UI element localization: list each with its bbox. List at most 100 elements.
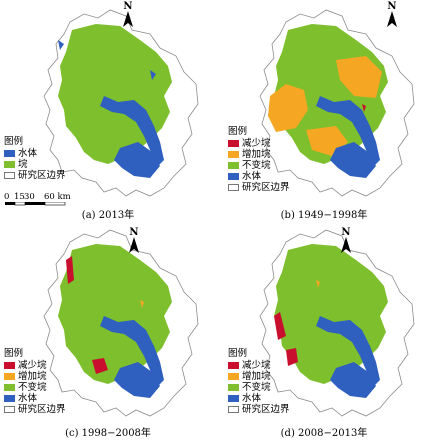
north-arrow-icon: [129, 237, 139, 253]
increase-area: [336, 56, 382, 98]
legend-label: 水体: [242, 171, 262, 182]
panel-d: N 图例 减少垸 增加垸 不变垸 水体 研究区边界 (d) 2008−2013年: [216, 220, 432, 440]
decrease-area: [66, 256, 74, 284]
legend-b: 图例 减少垸 增加垸 不变垸 水体 研究区边界: [228, 126, 290, 193]
water-swatch: [4, 395, 15, 402]
decrease-swatch: [4, 362, 15, 369]
legend-item-unchanged: 不变垸: [4, 382, 66, 393]
north-label: N: [123, 1, 133, 12]
panel-c: N 图例 减少垸 增加垸 不变垸 水体 研究区边界 (c) 1998−2008年: [0, 220, 216, 440]
panel-a: N 图例 水体 垸 研究区边界 0 15 30 60 km (a): [0, 0, 216, 221]
increase-swatch: [228, 373, 239, 380]
water-swatch: [228, 173, 239, 180]
legend-label: 增加垸: [242, 371, 271, 382]
scale-tick-label: 30: [24, 192, 35, 202]
legend-item-increase: 增加垸: [228, 149, 290, 160]
map-1998-2008: [43, 229, 199, 417]
map-2008-2013: [259, 229, 415, 417]
legend-label: 增加垸: [242, 149, 271, 160]
boundary-swatch: [228, 184, 239, 191]
legend-label: 不变垸: [242, 160, 271, 171]
caption-d: (d) 2008−2013年: [280, 428, 368, 439]
legend-label: 研究区边界: [242, 182, 290, 193]
decrease-swatch: [228, 140, 239, 147]
boundary-swatch: [228, 406, 239, 413]
north-label: N: [387, 1, 397, 12]
legend-label: 减少垸: [18, 360, 47, 371]
legend-item-water: 水体: [228, 171, 290, 182]
legend-d: 图例 减少垸 增加垸 不变垸 水体 研究区边界: [228, 348, 290, 415]
water-swatch: [4, 150, 15, 157]
legend-label: 水体: [18, 393, 38, 404]
north-label: N: [129, 227, 139, 238]
north-arrow: N: [120, 2, 136, 28]
legend-item-increase: 增加垸: [228, 371, 290, 382]
increase-swatch: [228, 151, 239, 158]
legend-item-water: 水体: [4, 148, 66, 159]
legend-label: 减少垸: [242, 138, 271, 149]
decrease-swatch: [228, 362, 239, 369]
legend-title: 图例: [4, 136, 24, 147]
legend-item-decrease: 减少垸: [4, 360, 66, 371]
scale-bar-graphic: [5, 202, 66, 206]
scale-tick-label: 60 km: [44, 192, 71, 202]
north-arrow: N: [338, 228, 354, 254]
pond-swatch: [4, 161, 15, 168]
map-2013: [43, 9, 199, 197]
water-swatch: [228, 395, 239, 402]
legend-c: 图例 减少垸 增加垸 不变垸 水体 研究区边界: [4, 348, 66, 415]
legend-item-boundary: 研究区边界: [4, 404, 66, 415]
boundary-swatch: [4, 172, 15, 179]
panel-b: N 图例 减少垸 增加垸 不变垸 水体 研究区边界 (b) 1949−1998年: [216, 0, 432, 221]
unchanged-swatch: [228, 384, 239, 391]
caption-c: (c) 1998−2008年: [65, 428, 151, 439]
decrease-area: [92, 358, 108, 374]
increase-swatch: [4, 373, 15, 380]
caption-b: (b) 1949−1998年: [280, 210, 368, 221]
unchanged-swatch: [4, 384, 15, 391]
legend-label: 减少垸: [242, 360, 271, 371]
legend-item-unchanged: 不变垸: [228, 160, 290, 171]
boundary-swatch: [4, 406, 15, 413]
legend-item-water: 水体: [4, 393, 66, 404]
legend-item-boundary: 研究区边界: [4, 170, 66, 181]
legend-title: 图例: [228, 126, 248, 137]
legend-item-increase: 增加垸: [4, 371, 66, 382]
scale-bar: 0 15 30 60 km: [4, 192, 104, 207]
north-arrow-icon: [123, 11, 133, 27]
legend-item-boundary: 研究区边界: [228, 182, 290, 193]
scale-tick-label: 15: [14, 192, 25, 202]
north-arrow: N: [384, 2, 400, 28]
legend-label: 垸: [18, 159, 28, 170]
legend-label: 研究区边界: [18, 404, 66, 415]
decrease-area: [274, 312, 286, 340]
north-label: N: [341, 227, 351, 238]
legend-title: 图例: [4, 348, 24, 359]
north-arrow-icon: [387, 11, 397, 27]
legend-item-boundary: 研究区边界: [228, 404, 290, 415]
legend-label: 研究区边界: [242, 404, 290, 415]
legend-label: 不变垸: [18, 382, 47, 393]
legend-item-decrease: 减少垸: [228, 360, 290, 371]
legend-item-pond: 垸: [4, 159, 66, 170]
legend-label: 增加垸: [18, 371, 47, 382]
legend-a: 图例 水体 垸 研究区边界: [4, 136, 66, 181]
legend-label: 水体: [18, 148, 38, 159]
legend-title: 图例: [228, 348, 248, 359]
legend-item-decrease: 减少垸: [228, 138, 290, 149]
increase-area: [140, 300, 144, 308]
increase-area: [268, 84, 308, 132]
legend-item-water: 水体: [228, 393, 290, 404]
north-arrow: N: [126, 228, 142, 254]
scale-tick-label: 0: [4, 192, 10, 202]
legend-label: 水体: [242, 393, 262, 404]
decrease-area: [362, 104, 366, 112]
decrease-area: [286, 348, 298, 366]
map-1949-1998: [259, 9, 415, 197]
unchanged-swatch: [228, 162, 239, 169]
increase-area: [316, 280, 320, 288]
legend-item-unchanged: 不变垸: [228, 382, 290, 393]
north-arrow-icon: [341, 237, 351, 253]
caption-a: (a) 2013年: [81, 210, 135, 221]
legend-label: 不变垸: [242, 382, 271, 393]
